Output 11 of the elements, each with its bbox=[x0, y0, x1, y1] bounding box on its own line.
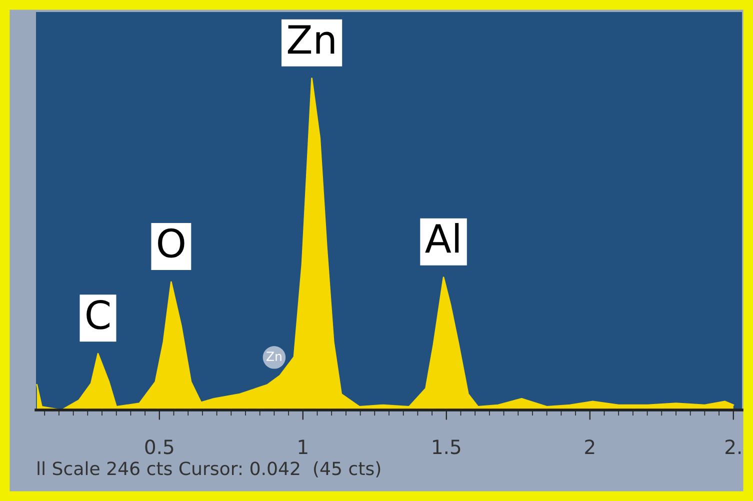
annotation: Zn bbox=[288, 25, 334, 54]
x-tick-label: 2. bbox=[726, 440, 741, 454]
annotation: Zn bbox=[266, 352, 282, 361]
annotation: O bbox=[158, 228, 184, 258]
annotation: C bbox=[86, 300, 110, 330]
text: ll Scale 246 cts Cursor: 0.042 (45 cts) bbox=[38, 461, 380, 478]
x-tick-label: 1.5 bbox=[433, 440, 460, 454]
annotation: Al bbox=[425, 223, 459, 253]
x-tick-label: 1 bbox=[298, 440, 308, 454]
x-tick-label: 0.5 bbox=[145, 440, 174, 454]
x-tick-label: 2 bbox=[585, 440, 594, 454]
